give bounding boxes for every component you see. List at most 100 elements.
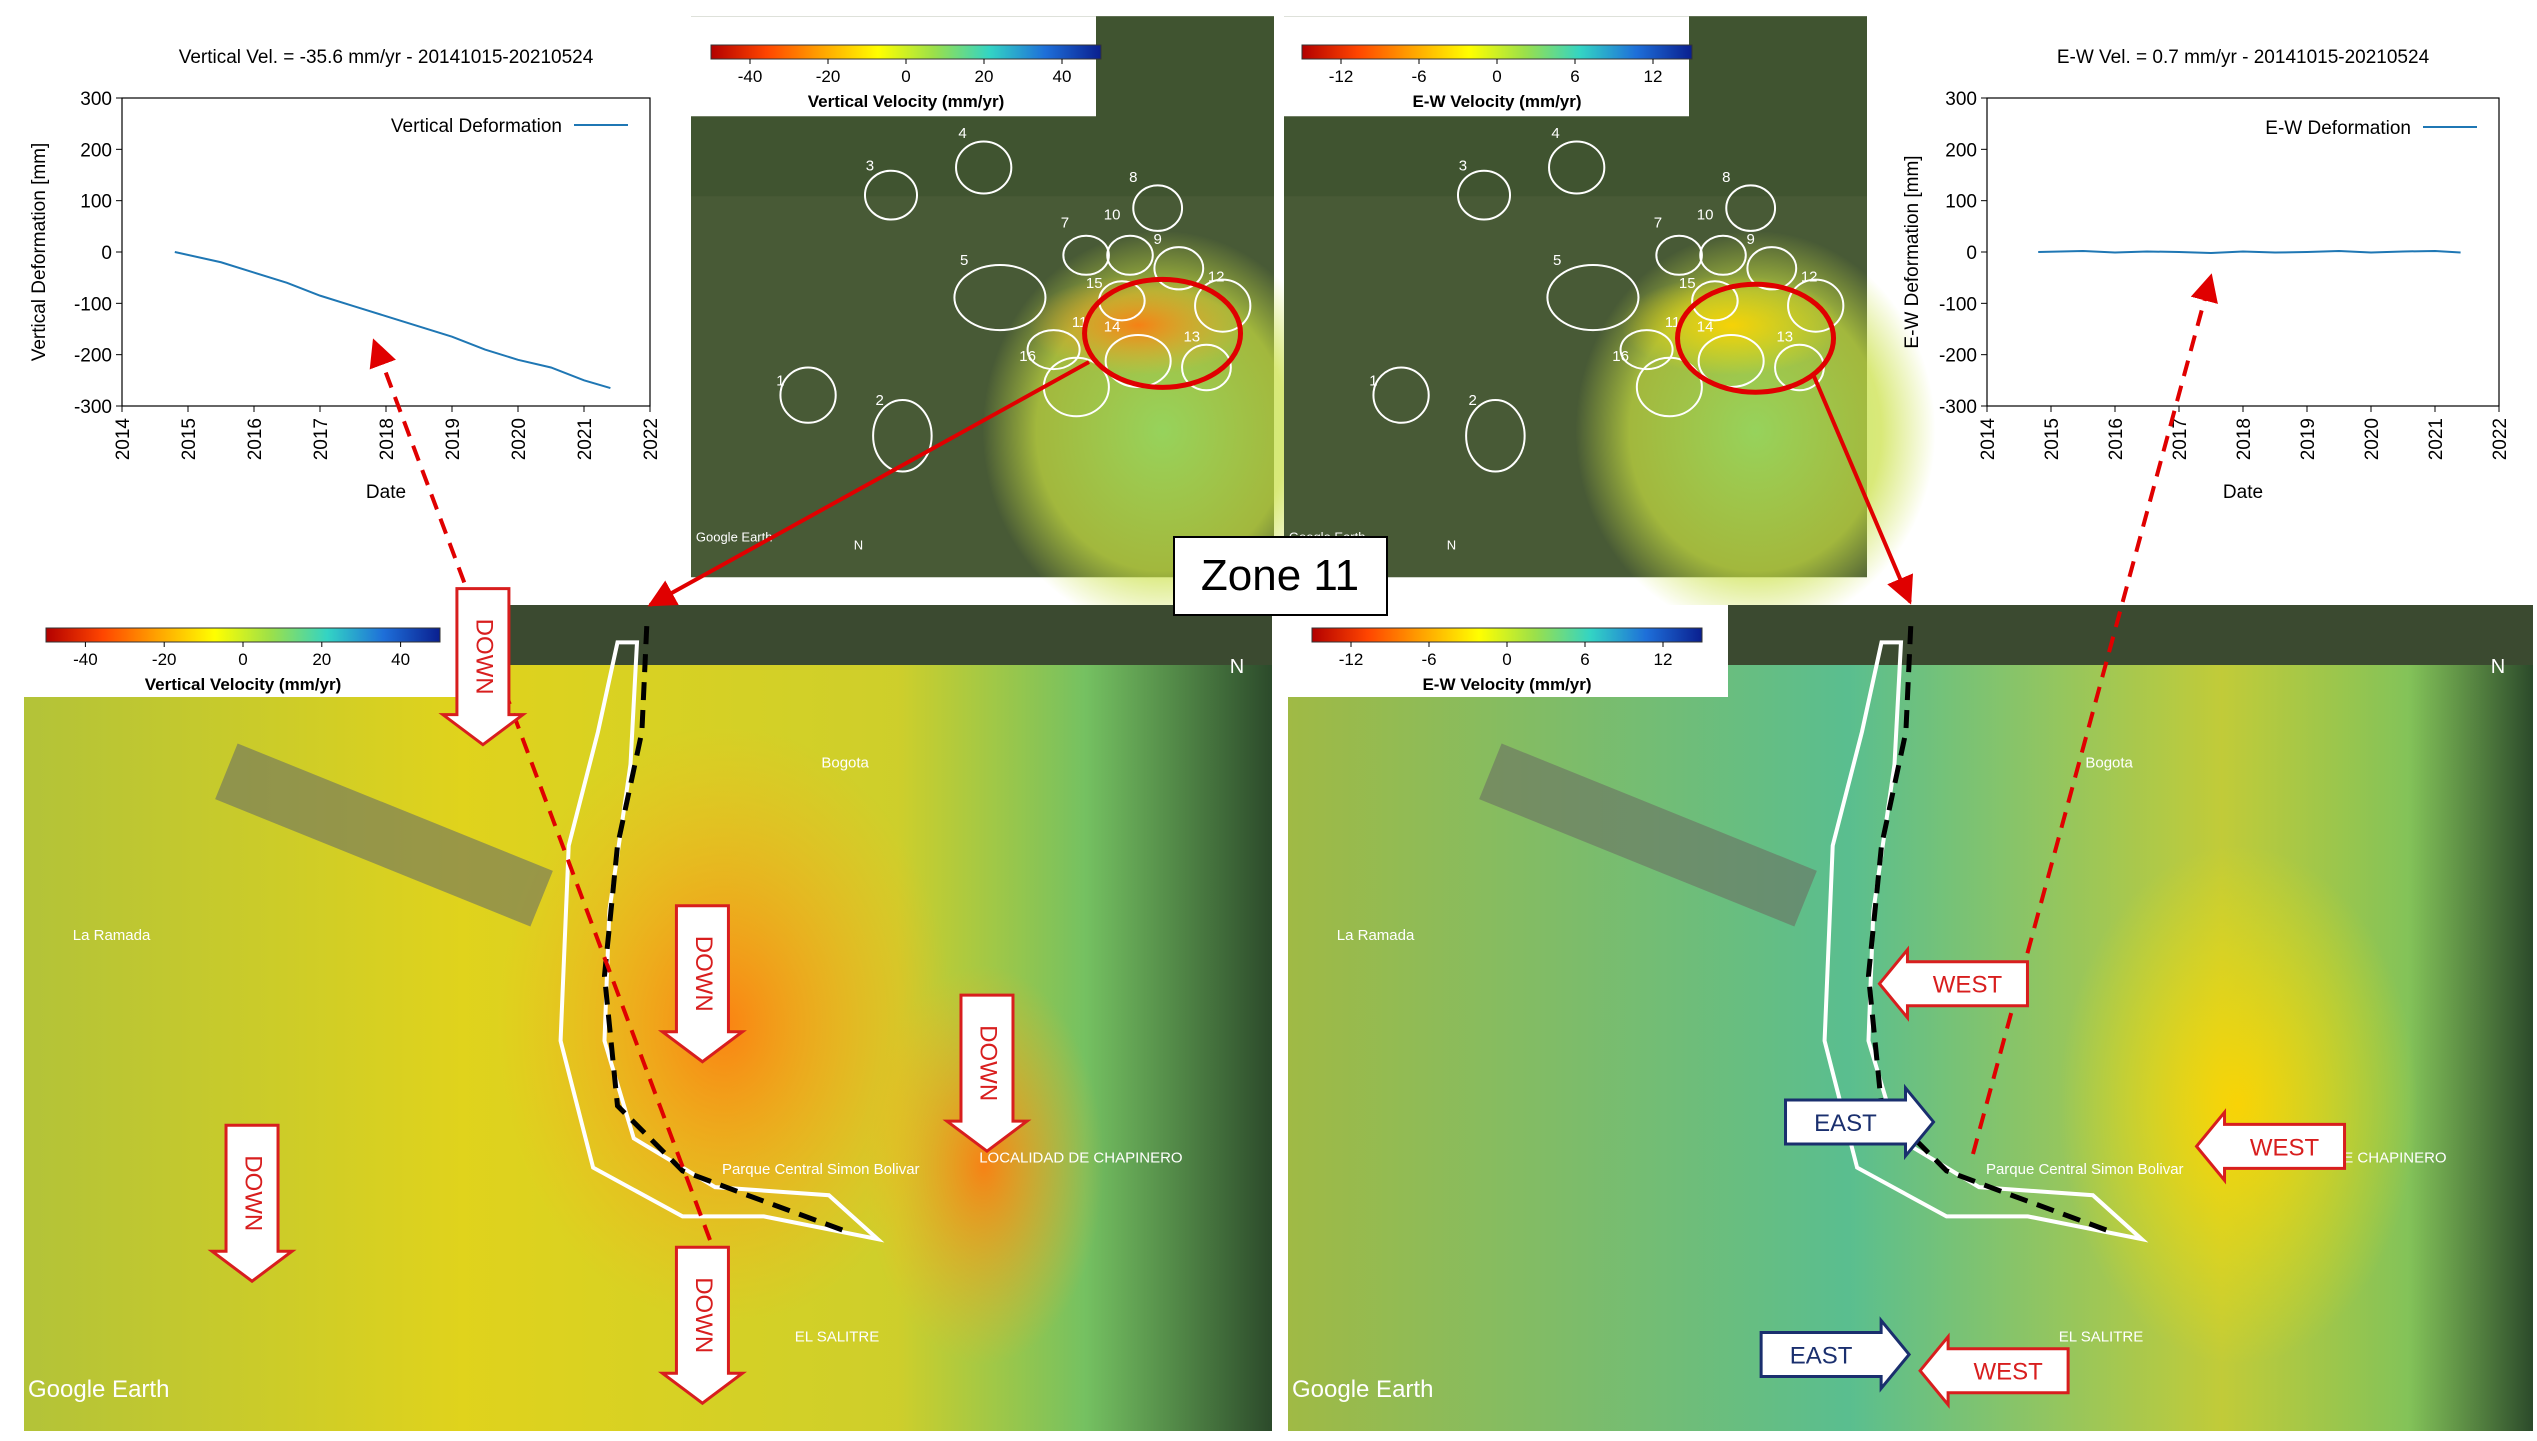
zone-number: 9 [1153,231,1161,248]
y-tick-label: -200 [74,346,112,367]
zone-number: 8 [1129,169,1137,186]
x-tick-label: 2015 [2042,418,2063,460]
y-axis-label: E-W Deformation [mm] [1902,155,1923,348]
dashed-pointer [369,338,712,1241]
zone-number: 14 [1104,319,1121,336]
arrow-shape [207,1123,297,1284]
y-tick-label: 0 [1966,243,1977,264]
zone-outline [863,169,919,221]
zone-number: 4 [1551,125,1559,142]
y-tick-label: 100 [1945,192,1977,213]
colorbar-label: Vertical Velocity (mm/yr) [145,675,342,694]
y-tick-label: 300 [80,89,112,110]
direction-arrow: DOWN [657,1245,747,1406]
arrow-label: DOWN [471,619,498,695]
x-tick-label: 2014 [113,418,134,461]
direction-arrow: DOWN [942,993,1032,1154]
colorbar-tick-label: 0 [1502,650,1511,669]
colorbar-panel [691,16,1096,117]
place-label: Parque Central Simon Bolivar [722,1161,920,1178]
x-tick-label: 2021 [2426,418,2447,460]
colorbar-panel [1288,605,1728,697]
colorbar-tick-label: 20 [975,67,994,86]
zone-number: 7 [1061,215,1069,232]
zone-outline [1746,246,1798,291]
zone-number: 8 [1722,169,1730,186]
zone-outline [1691,280,1739,322]
place-label: LOCALIDAD DE CHAPINERO [979,1150,1182,1167]
zone-outline [1699,234,1747,276]
colorbar-tick-label: 40 [1053,67,1072,86]
arrow-shape [657,904,747,1064]
y-tick-label: 100 [80,192,112,213]
x-tick-label: 2017 [311,418,332,460]
x-tick-label: 2022 [2490,418,2511,460]
colorbar-tick-label: -12 [1329,67,1354,86]
colorbar-tick-label: -20 [152,650,177,669]
north-arrow: N [2491,656,2505,678]
colorbar-tick-label: 6 [1580,650,1589,669]
colorbar-tick-label: -6 [1421,650,1436,669]
colorbar [1301,44,1693,60]
pointer-arrow [1811,373,1914,605]
map-attribution: Google Earth [28,1376,169,1403]
deformation-overlay [2058,845,2418,1365]
north-arrow: N [854,538,863,553]
dashed-pointer [1971,273,2218,1155]
arrow-shape [1877,945,2029,1022]
zone-outline [1194,278,1252,333]
legend-label: E-W Deformation [2265,118,2411,139]
x-tick-label: 2018 [377,418,398,460]
zone-number: 12 [1801,268,1818,285]
zone-number: 2 [1468,392,1476,409]
x-tick-label: 2021 [575,418,596,460]
colorbar [710,44,1102,60]
zone-outline [1062,234,1110,276]
zone-outline [953,264,1047,332]
x-tick-label: 2015 [179,418,200,460]
arrow-shape [942,993,1032,1154]
highlight-ellipse [1675,281,1837,395]
direction-arrow: DOWN [657,904,747,1064]
fault-trace [1865,626,2110,1234]
place-label: Parque Central Simon Bolivar [1986,1161,2184,1178]
zone-number: 1 [776,372,784,389]
colorbar-panel [24,605,474,697]
zone-outline [872,398,933,473]
y-tick-label: 200 [80,140,112,161]
colorbar [1311,627,1703,643]
colorbar-tick-label: 12 [1644,67,1663,86]
place-label: La Ramada [1337,927,1415,944]
zone-number: 13 [1776,328,1793,345]
zone-number: 10 [1697,207,1714,224]
map-attribution: Google Earth [1292,1376,1433,1403]
zone-number: 16 [1019,348,1036,365]
direction-arrow: EAST [1759,1316,1912,1393]
colorbar [45,627,441,643]
x-tick-label: 2020 [2362,418,2383,460]
zone-number: 10 [1104,207,1121,224]
arrow-shape [657,1245,747,1406]
zone-label-box [1173,536,1388,616]
zone-outline [1697,333,1765,388]
x-tick-label: 2016 [2106,418,2127,460]
colorbar-tick-label: -20 [816,67,841,86]
zone-number: 7 [1654,215,1662,232]
zone-outline [1465,398,1526,473]
zone-outline [1153,246,1205,291]
zone-outline [1619,329,1674,371]
north-arrow: N [1447,538,1456,553]
x-tick-label: 2018 [2234,418,2255,460]
colorbar-tick-label: 0 [238,650,247,669]
zone-outline [1655,234,1703,276]
deformation-overlay [1028,275,1249,376]
zone-number: 3 [866,158,874,175]
x-tick-label: 2019 [2298,418,2319,460]
zone-outline [1026,329,1081,371]
zone-number: 14 [1697,319,1714,336]
place-label: EL SALITRE [795,1329,879,1346]
arrow-label: WEST [1973,1359,2043,1386]
colorbar-tick-label: -40 [73,650,98,669]
